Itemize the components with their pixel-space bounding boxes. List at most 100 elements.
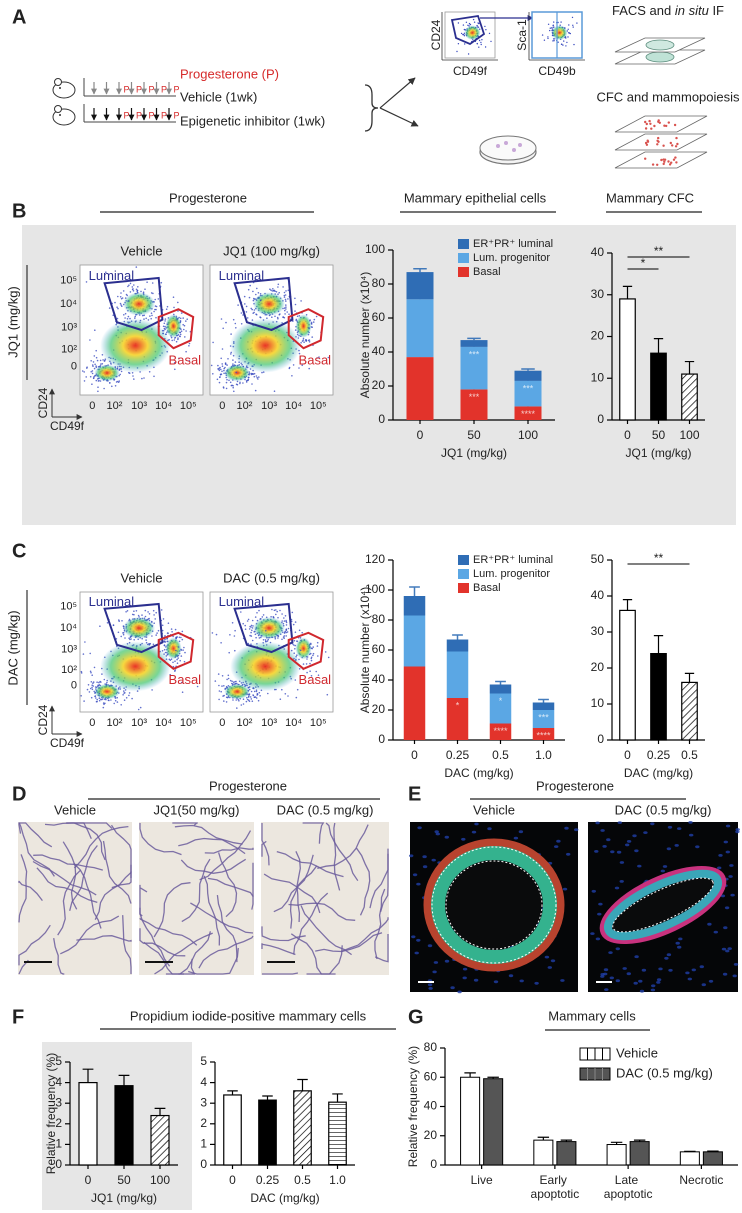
bar [607, 1145, 626, 1165]
nucleus [675, 844, 679, 847]
event-dot [220, 369, 222, 371]
event-dot [219, 690, 221, 692]
event-dot [469, 23, 470, 24]
event-dot [259, 695, 261, 697]
event-dot [247, 317, 249, 319]
event-dot [313, 653, 315, 655]
event-dot [212, 342, 214, 344]
event-dot [256, 288, 258, 290]
mouse-eye [59, 114, 61, 116]
event-dot [277, 286, 279, 288]
event-dot [305, 339, 307, 341]
nucleus [664, 957, 668, 960]
event-dot [255, 616, 257, 618]
y-tick-label: 120 [365, 552, 385, 566]
event-dot [254, 691, 256, 693]
event-dot [464, 43, 465, 44]
x-axis-label: JQ1 (mg/kg) [625, 446, 691, 460]
event-dot [92, 365, 94, 367]
event-dot [255, 637, 257, 639]
event-dot [239, 382, 241, 384]
event-dot [161, 609, 163, 611]
axis-label: CD49b [538, 64, 576, 78]
event-dot [226, 382, 228, 384]
event-dot [85, 376, 87, 378]
significance-label: **** [536, 730, 551, 740]
event-dot [97, 391, 99, 393]
event-dot [102, 359, 104, 361]
flow-y-tick: 0 [71, 680, 77, 692]
event-dot [230, 382, 232, 384]
event-dot [242, 623, 244, 625]
x-tick-label: 100 [518, 428, 538, 442]
event-dot [252, 620, 254, 622]
event-dot [179, 336, 181, 338]
event-dot [131, 698, 133, 700]
event-dot [229, 634, 231, 636]
nucleus [678, 938, 682, 941]
event-dot [224, 367, 226, 369]
gate-label: Luminal [219, 268, 265, 283]
x-tick-label: 0 [417, 428, 424, 442]
event-dot [328, 657, 330, 659]
event-dot [271, 609, 273, 611]
colony [512, 148, 516, 152]
event-dot [250, 632, 252, 634]
event-dot [247, 694, 249, 696]
nucleus [474, 979, 478, 982]
event-dot [83, 653, 85, 655]
event-dot [222, 328, 224, 330]
event-dot [267, 639, 269, 641]
event-dot [255, 294, 257, 296]
nucleus [594, 850, 598, 853]
event-dot [284, 620, 286, 622]
event-dot [233, 681, 235, 683]
event-dot [288, 628, 290, 630]
outgrowth [662, 145, 664, 147]
event-dot [458, 43, 459, 44]
outgrowth [656, 164, 658, 166]
event-dot [164, 320, 166, 322]
event-dot [184, 325, 186, 327]
section-header: Propidium iodide-positive mammary cells [130, 1008, 367, 1023]
method-label-part: IF [709, 3, 724, 18]
event-dot [276, 291, 278, 293]
error-bar [654, 636, 663, 654]
legend-label: Basal [473, 266, 501, 278]
event-dot [220, 691, 222, 693]
event-dot [220, 358, 222, 360]
nucleus [413, 873, 417, 876]
event-dot [219, 367, 221, 369]
event-dot [117, 296, 119, 298]
event-dot [235, 323, 237, 325]
flow-x-tick: 10⁵ [310, 717, 327, 729]
event-dot [225, 363, 227, 365]
y-tick-label: 0 [597, 732, 604, 746]
flow-plot-title: JQ1 (100 mg/kg) [223, 243, 320, 258]
event-dot [125, 313, 127, 315]
event-dot [138, 615, 140, 617]
x-tick-label: 0.25 [647, 748, 671, 762]
event-dot [248, 289, 250, 291]
event-dot [253, 695, 255, 697]
nucleus [428, 944, 432, 947]
event-dot [235, 361, 237, 363]
nucleus [574, 828, 578, 831]
bar [620, 299, 636, 420]
event-dot [569, 32, 570, 33]
event-dot [181, 330, 183, 332]
outgrowth [670, 142, 672, 144]
flow-y-tick: 10² [61, 664, 77, 676]
nucleus [725, 950, 729, 953]
event-dot [265, 630, 267, 632]
nucleus [723, 973, 727, 976]
error-bar [332, 1094, 343, 1102]
y-tick-label: 80 [372, 276, 386, 290]
nucleus [432, 971, 436, 974]
outgrowth [675, 137, 677, 139]
event-dot [271, 316, 273, 318]
event-dot [227, 358, 229, 360]
event-dot [128, 695, 130, 697]
event-dot [106, 682, 108, 684]
error-bar [227, 1091, 238, 1095]
